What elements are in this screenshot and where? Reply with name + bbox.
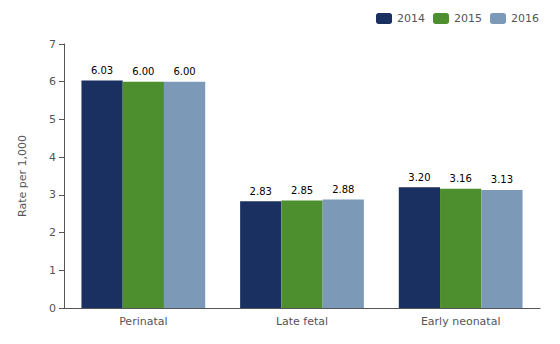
svg-text:Rate per 1,000: Rate per 1,000 xyxy=(16,135,29,217)
svg-text:3.16: 3.16 xyxy=(450,173,472,184)
svg-text:6.00: 6.00 xyxy=(173,66,195,77)
svg-text:2: 2 xyxy=(49,226,56,239)
svg-text:2.88: 2.88 xyxy=(332,184,354,195)
svg-text:2016: 2016 xyxy=(511,12,539,25)
svg-text:2015: 2015 xyxy=(454,12,482,25)
svg-text:5: 5 xyxy=(49,113,56,126)
svg-text:1: 1 xyxy=(49,264,56,277)
svg-text:Early neonatal: Early neonatal xyxy=(421,315,501,328)
svg-text:3.20: 3.20 xyxy=(408,172,430,183)
svg-text:6.03: 6.03 xyxy=(91,65,113,76)
svg-text:0: 0 xyxy=(49,302,56,315)
svg-text:Late fetal: Late fetal xyxy=(276,315,328,328)
svg-text:Perinatal: Perinatal xyxy=(119,315,167,328)
svg-text:2014: 2014 xyxy=(397,12,425,25)
svg-text:4: 4 xyxy=(49,151,56,164)
svg-text:2.83: 2.83 xyxy=(250,186,272,197)
svg-text:2.85: 2.85 xyxy=(291,185,313,196)
svg-text:6.00: 6.00 xyxy=(132,66,154,77)
svg-text:3: 3 xyxy=(49,188,56,201)
svg-text:6: 6 xyxy=(49,75,56,88)
svg-text:7: 7 xyxy=(49,38,56,51)
svg-text:3.13: 3.13 xyxy=(491,174,513,185)
